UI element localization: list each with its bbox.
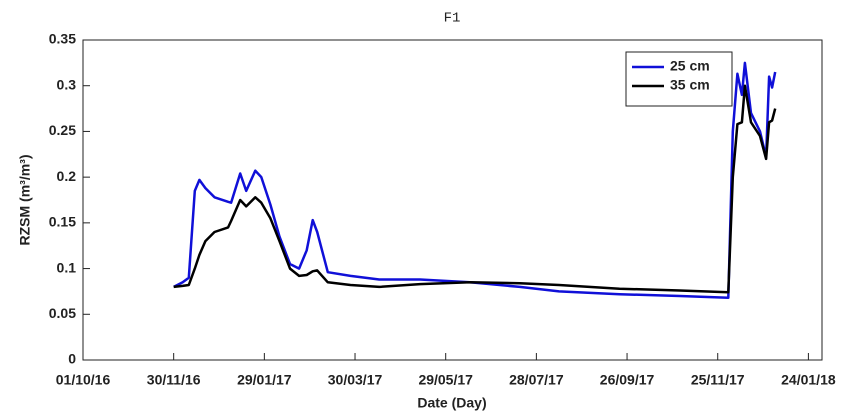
y-tick-label: 0.35: [49, 31, 76, 47]
legend-label: 25 cm: [670, 58, 710, 74]
x-tick-label: 01/10/16: [56, 372, 111, 388]
x-tick-label: 26/09/17: [600, 372, 655, 388]
y-tick-label: 0.3: [57, 76, 77, 92]
y-axis-label: RZSM (m³/m³): [17, 155, 33, 246]
y-tick-label: 0.05: [49, 305, 76, 321]
y-tick-label: 0: [68, 351, 76, 367]
plot-frame: [82, 39, 823, 361]
y-tick-label: 0.1: [57, 259, 77, 275]
y-tick-label: 0.25: [49, 122, 76, 138]
x-tick-label: 30/11/16: [147, 372, 201, 388]
chart-title: F1: [444, 11, 461, 27]
y-tick-label: 0.15: [49, 214, 76, 230]
legend-label: 35 cm: [670, 77, 710, 93]
x-tick-label: 29/01/17: [237, 372, 292, 388]
y-tick-label: 0.2: [57, 168, 77, 184]
x-tick-label: 30/03/17: [328, 372, 383, 388]
x-axis-label: Date (Day): [417, 395, 486, 411]
x-tick-label: 28/07/17: [509, 372, 564, 388]
legend-box: [625, 51, 733, 107]
x-tick-label: 25/11/17: [691, 372, 745, 388]
x-tick-label: 24/01/18: [781, 372, 836, 388]
x-tick-label: 29/05/17: [418, 372, 473, 388]
data-line: [173, 84, 777, 294]
data-line: [173, 61, 777, 300]
